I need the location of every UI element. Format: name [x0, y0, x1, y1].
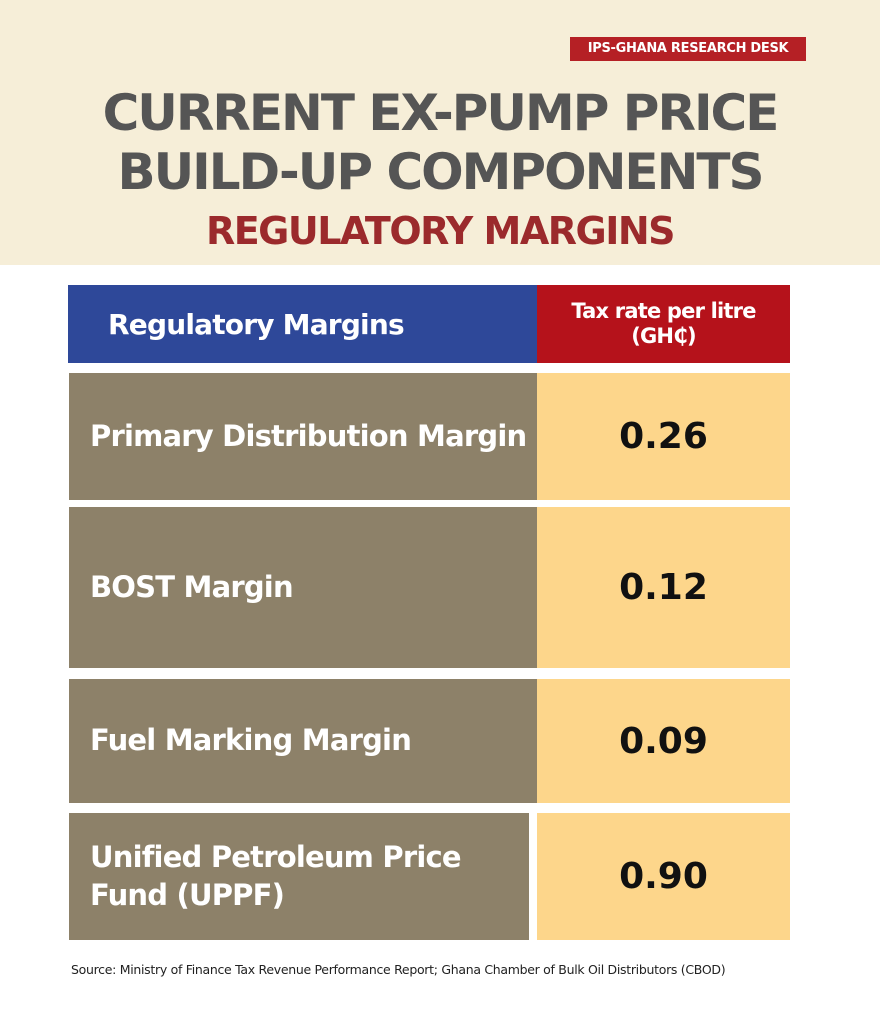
row-label: Primary Distribution Margin — [69, 373, 537, 500]
column-header-tax-rate: Tax rate per litre (GH₵) — [537, 285, 790, 363]
header-banner: IPS-GHANA RESEARCH DESK CURRENT EX-PUMP … — [0, 0, 880, 265]
column-header-margins: Regulatory Margins — [68, 285, 537, 363]
research-desk-badge: IPS-GHANA RESEARCH DESK — [570, 37, 806, 61]
title-line-2: BUILD-UP COMPONENTS — [117, 143, 764, 201]
row-value: 0.09 — [537, 679, 790, 803]
source-note: Source: Ministry of Finance Tax Revenue … — [71, 962, 726, 977]
row-label: Fuel Marking Margin — [69, 679, 537, 803]
row-value: 0.26 — [537, 373, 790, 500]
row-label: Unified Petroleum Price Fund (UPPF) — [69, 813, 529, 940]
subtitle: REGULATORY MARGINS — [205, 209, 676, 253]
row-value: 0.12 — [537, 507, 790, 668]
title-line-1: CURRENT EX-PUMP PRICE — [102, 84, 780, 142]
row-value: 0.90 — [537, 813, 790, 940]
row-label: BOST Margin — [69, 507, 537, 668]
